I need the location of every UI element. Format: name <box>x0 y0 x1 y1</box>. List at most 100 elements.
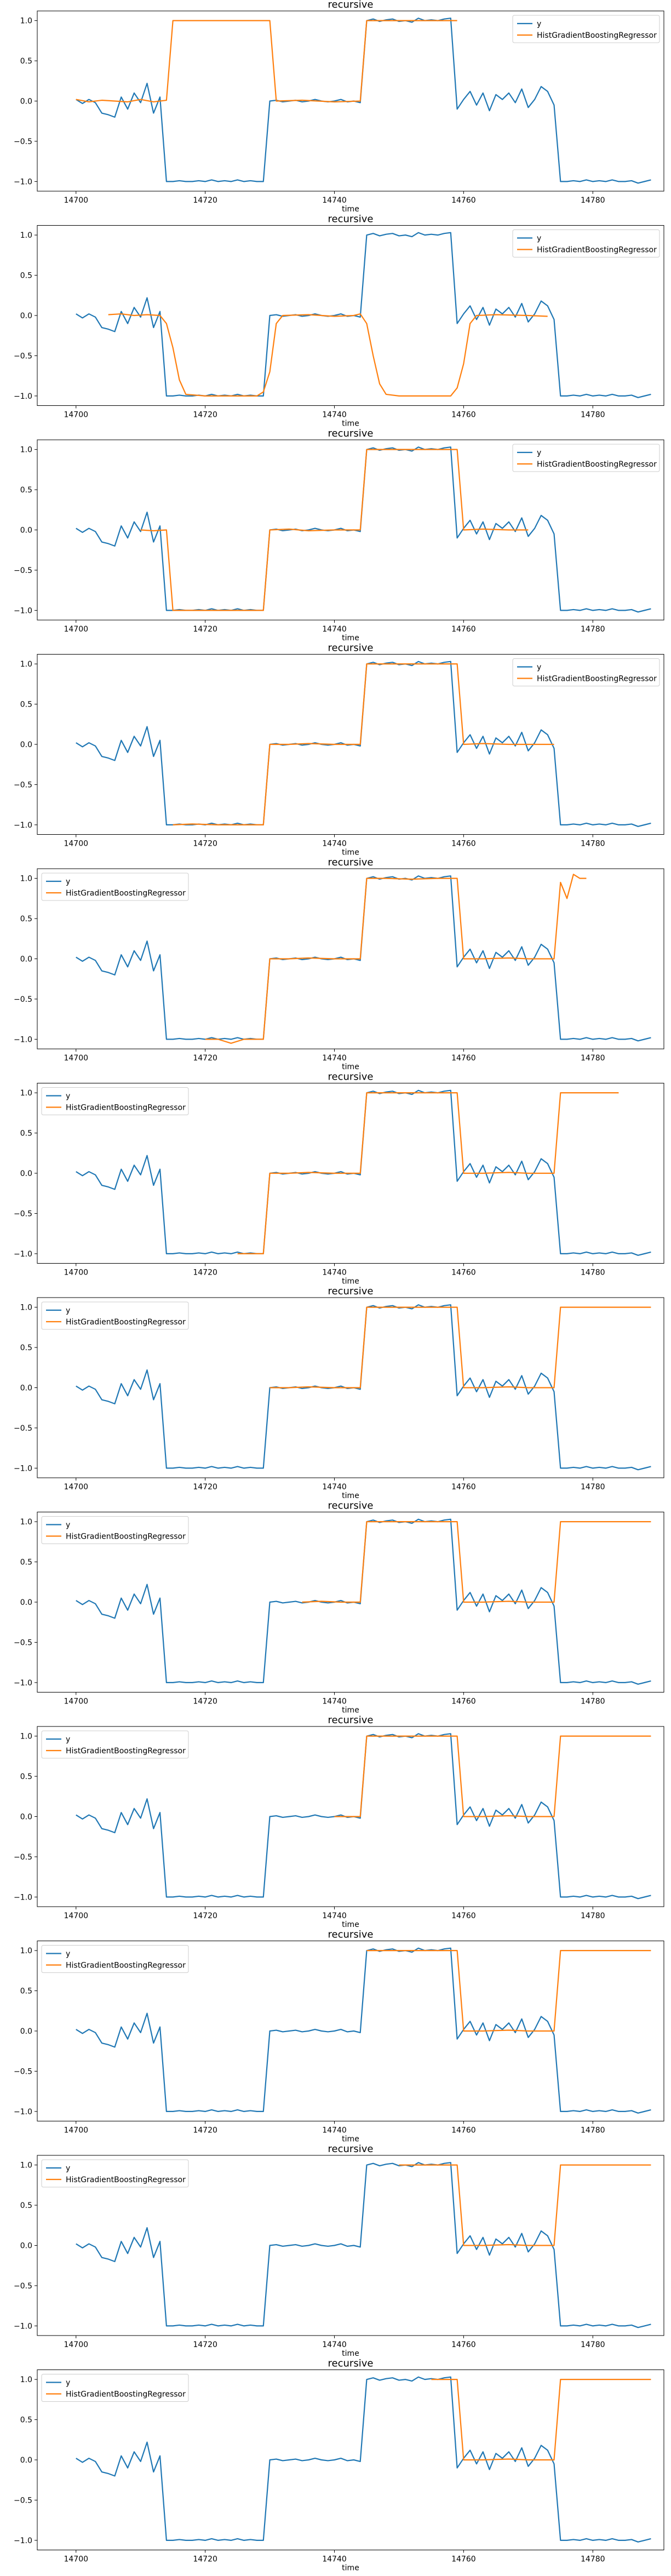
y-tick-label: 0.0 <box>20 526 32 535</box>
y-tick-label: −0.5 <box>14 2496 32 2505</box>
y-tick-label: 0.0 <box>20 2456 32 2465</box>
legend: y HistGradientBoostingRegressor <box>41 1516 189 1544</box>
chart-title: recursive <box>328 1929 374 1941</box>
x-tick-label: 14760 <box>451 1054 476 1063</box>
x-tick-label: 14780 <box>581 411 605 420</box>
chart-title: recursive <box>328 1071 374 1083</box>
x-tick-label: 14760 <box>451 1269 476 1277</box>
x-tick-label: 14720 <box>193 1483 217 1491</box>
y-tick-label: −1.0 <box>14 2322 32 2331</box>
legend: y HistGradientBoostingRegressor <box>512 230 660 257</box>
x-axis-label: time <box>342 205 359 214</box>
legend-label: HistGradientBoostingRegressor <box>66 1318 186 1327</box>
y-tick-label: −1.0 <box>14 1464 32 1473</box>
x-tick-label: 14740 <box>322 1269 347 1277</box>
y-tick-label: −1.0 <box>14 1250 32 1259</box>
x-tick-label: 14760 <box>451 411 476 420</box>
x-tick-label: 14760 <box>451 1483 476 1491</box>
y-tick-label: −0.5 <box>14 137 32 146</box>
y-tick-label: 0.0 <box>20 1598 32 1607</box>
x-tick-label: 14740 <box>322 196 347 205</box>
chart-panel-7: recursive 14700 14720 14740 14760 14780 −1.0 −0… <box>14 1286 664 1500</box>
x-tick-label: 14700 <box>64 1269 88 1277</box>
chart-panel-1: recursive 14700 14720 14740 14760 14780 −1.0 −0… <box>14 0 664 214</box>
chart-title: recursive <box>328 1500 374 1512</box>
x-tick-label: 14780 <box>581 1054 605 1063</box>
y-tick-label: 1.0 <box>20 660 32 669</box>
y-tick-label: −1.0 <box>14 1035 32 1044</box>
x-tick-label: 14700 <box>64 2126 88 2135</box>
x-tick-label: 14760 <box>451 1697 476 1706</box>
chart-panel-12: recursive 14700 14720 14740 14760 14780 −1.0 −0… <box>14 2358 664 2573</box>
legend-label: HistGradientBoostingRegressor <box>537 675 657 684</box>
chart-title: recursive <box>328 1714 374 1726</box>
legend-box <box>512 230 660 257</box>
legend-label: HistGradientBoostingRegressor <box>66 2390 186 2399</box>
series-line-histgradientboostingregressor <box>334 1735 651 1817</box>
legend: y HistGradientBoostingRegressor <box>41 1730 189 1759</box>
chart-panel-3: recursive 14700 14720 14740 14760 14780 −1.0 −0… <box>14 428 664 642</box>
legend-label: y <box>537 663 541 672</box>
legend: y HistGradientBoostingRegressor <box>41 873 189 901</box>
legend-label: y <box>66 1950 70 1959</box>
legend-box <box>512 15 660 43</box>
legend-label: y <box>66 1521 70 1530</box>
chart-title: recursive <box>328 642 374 654</box>
chart-panel-6: recursive 14700 14720 14740 14760 14780 −1.0 −0… <box>14 1071 664 1286</box>
x-tick-label: 14700 <box>64 1483 88 1491</box>
x-tick-label: 14760 <box>451 625 476 634</box>
x-tick-label: 14700 <box>64 2555 88 2564</box>
y-tick-label: −0.5 <box>14 566 32 575</box>
y-tick-label: −1.0 <box>14 1679 32 1688</box>
x-tick-label: 14720 <box>193 2555 217 2564</box>
x-tick-label: 14700 <box>64 1054 88 1063</box>
legend-box <box>41 1301 189 1330</box>
series-line-histgradientboostingregressor <box>237 1092 619 1254</box>
chart-panel-9: recursive 14700 14720 14740 14760 14780 −1.0 −0… <box>14 1714 664 1929</box>
legend-box <box>512 658 660 686</box>
legend-box <box>41 2159 189 2188</box>
series-line-histgradientboostingregressor <box>205 874 587 1044</box>
x-tick-label: 14760 <box>451 196 476 205</box>
y-tick-label: 0.0 <box>20 2242 32 2251</box>
x-tick-label: 14780 <box>581 2555 605 2564</box>
legend-label: y <box>66 2379 70 2388</box>
x-tick-label: 14700 <box>64 840 88 848</box>
legend-label: HistGradientBoostingRegressor <box>537 31 657 40</box>
x-tick-label: 14780 <box>581 196 605 205</box>
x-tick-label: 14740 <box>322 1697 347 1706</box>
x-tick-label: 14740 <box>322 2126 347 2135</box>
legend-box <box>41 1087 189 1115</box>
y-tick-label: 0.5 <box>20 57 32 66</box>
y-tick-label: 1.0 <box>20 2161 32 2170</box>
x-tick-label: 14720 <box>193 2126 217 2135</box>
x-tick-label: 14740 <box>322 625 347 634</box>
y-tick-label: 0.5 <box>20 1772 32 1781</box>
series-line-y <box>76 2376 651 2543</box>
legend-box <box>41 2374 189 2402</box>
x-axis-label: time <box>342 848 359 857</box>
chart-panel-5: recursive 14700 14720 14740 14760 14780 −1.0 −0… <box>14 857 664 1071</box>
x-tick-label: 14700 <box>64 625 88 634</box>
y-tick-label: 1.0 <box>20 17 32 26</box>
legend-label: y <box>66 2164 70 2173</box>
x-axis-label: time <box>342 1277 359 1286</box>
x-tick-label: 14720 <box>193 1054 217 1063</box>
y-tick-label: −0.5 <box>14 2067 32 2076</box>
series-line-y <box>76 2162 651 2328</box>
x-tick-label: 14760 <box>451 1912 476 1920</box>
x-tick-label: 14760 <box>451 2555 476 2564</box>
chart-title: recursive <box>328 2358 374 2370</box>
x-axis-label: time <box>342 2135 359 2144</box>
y-tick-label: 0.0 <box>20 741 32 749</box>
x-axis-label: time <box>342 2564 359 2573</box>
legend-label: HistGradientBoostingRegressor <box>66 1104 186 1112</box>
legend-label: HistGradientBoostingRegressor <box>537 246 657 255</box>
legend-label: HistGradientBoostingRegressor <box>66 1961 186 1970</box>
y-tick-label: −0.5 <box>14 2282 32 2291</box>
x-axis-label: time <box>342 1920 359 1929</box>
y-tick-label: 0.0 <box>20 312 32 320</box>
legend-label: y <box>66 1092 70 1101</box>
x-tick-label: 14740 <box>322 1054 347 1063</box>
